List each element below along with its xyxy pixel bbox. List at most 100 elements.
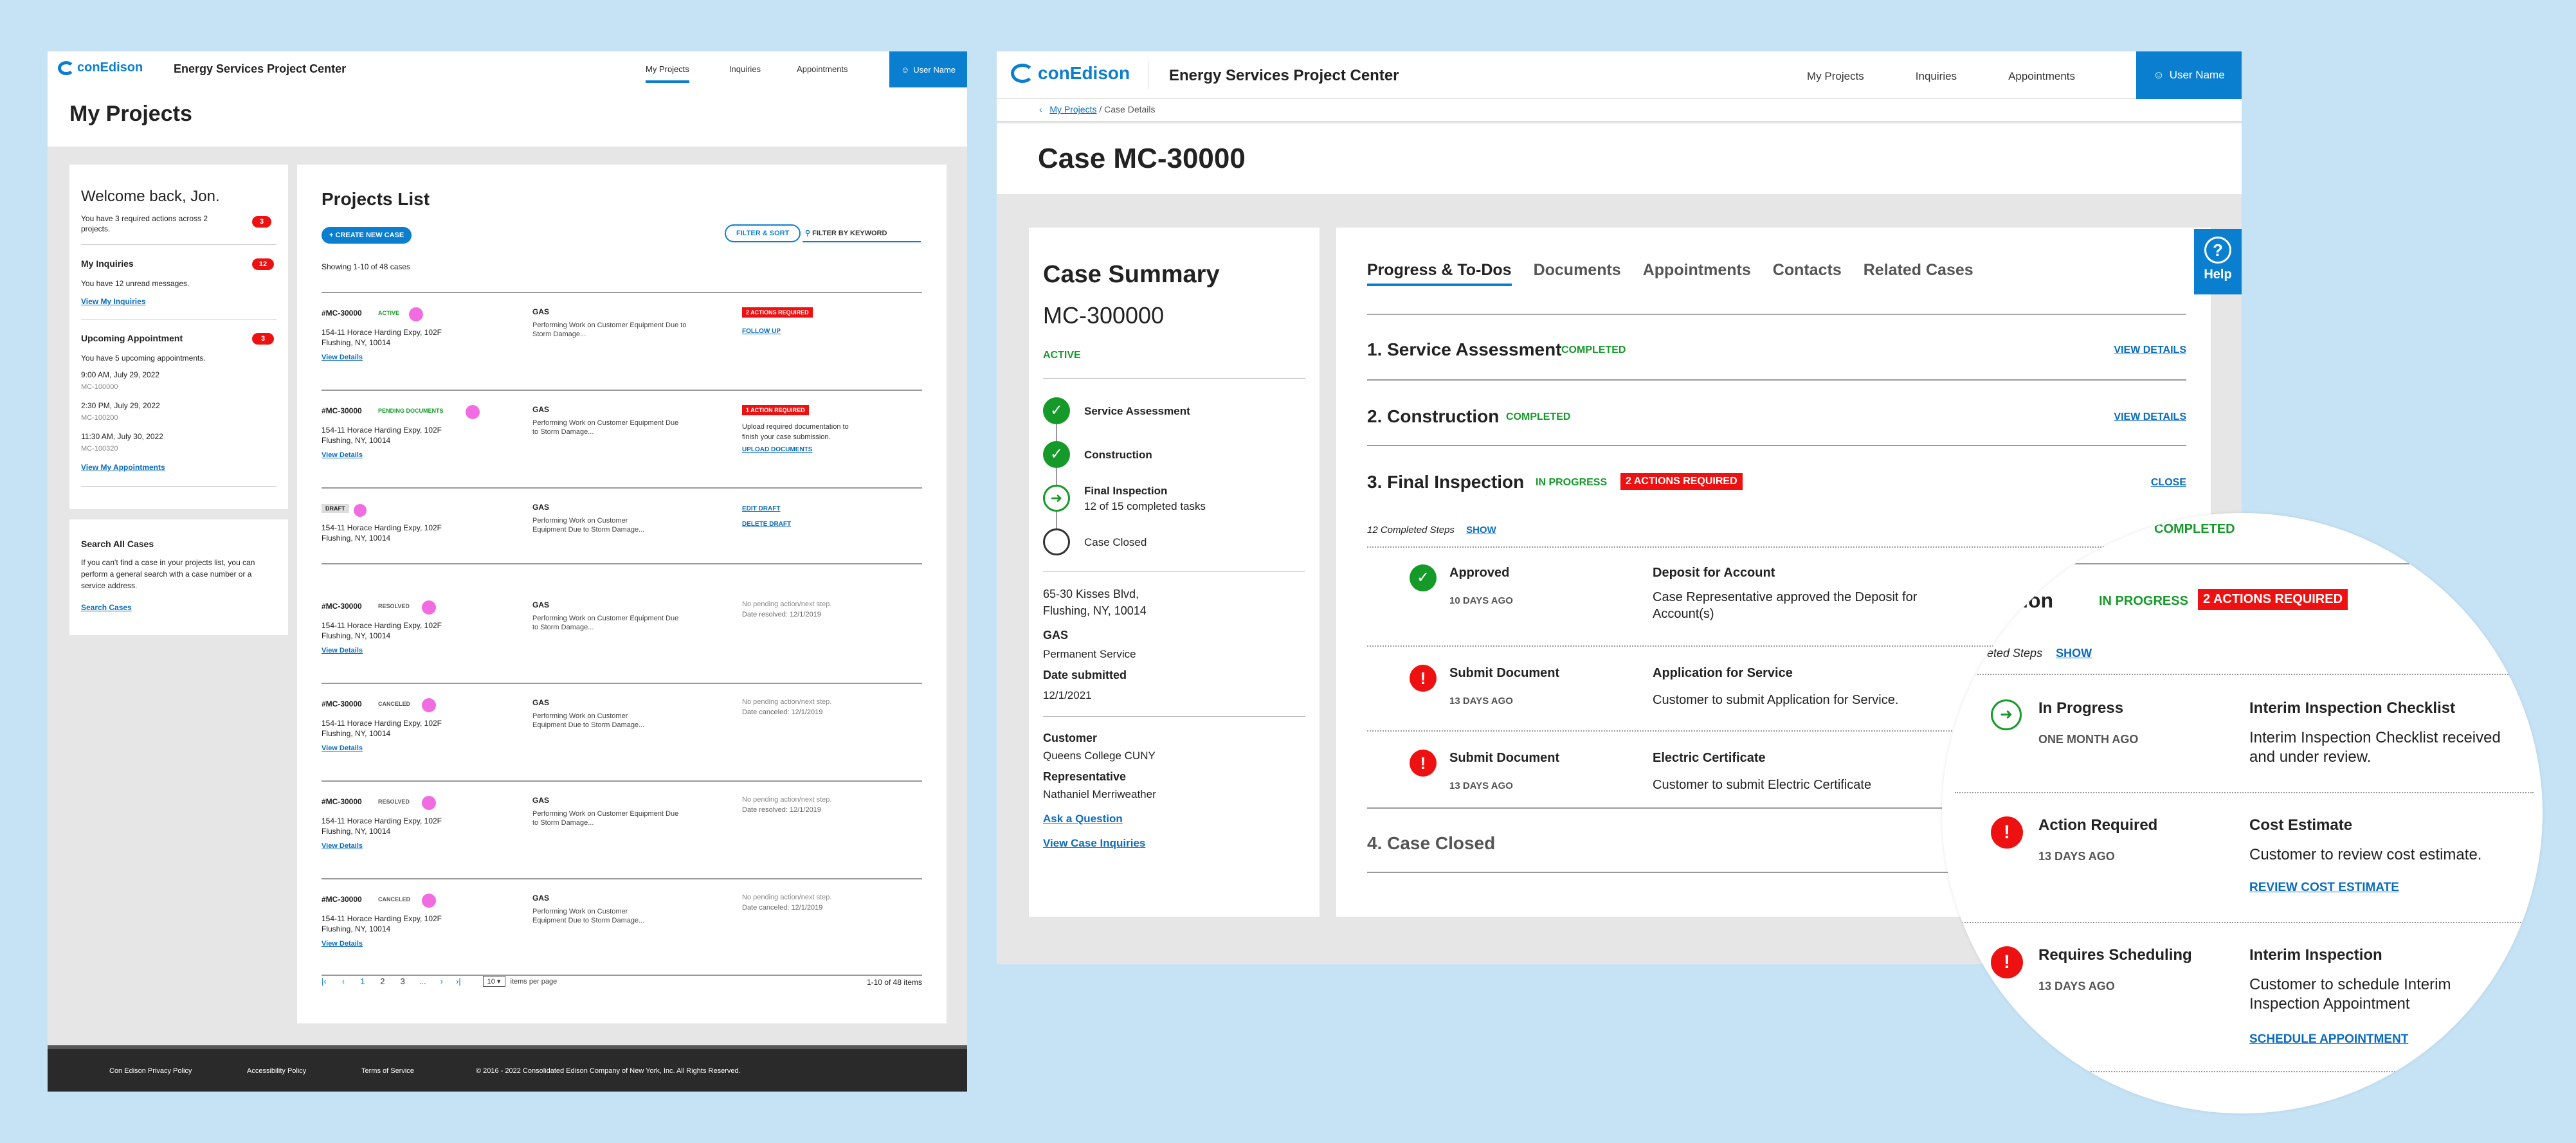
table-row: #MC-30000 PENDING DOCUMENTS 154-11 Horace … xyxy=(322,391,922,489)
tab-contacts[interactable]: Contacts xyxy=(1772,261,1842,279)
page-1[interactable]: 1 xyxy=(360,977,365,986)
keyword-filter-input[interactable]: ⚲ FILTER BY KEYWORD xyxy=(803,226,921,242)
row-action-link[interactable]: FOLLOW UP xyxy=(742,328,781,335)
tab-progress[interactable]: Progress & To-Dos xyxy=(1367,261,1512,286)
conedison-logo[interactable]: conEdison xyxy=(1011,63,1130,84)
nav-my-projects[interactable]: My Projects xyxy=(1807,70,1864,82)
date-value: 12/1/2021 xyxy=(1043,689,1092,701)
zoom-item-desc: Interim Inspection Checklist received xyxy=(2249,729,2501,746)
view-details-link[interactable]: View Details xyxy=(322,451,363,459)
per-page-select[interactable]: 10 ▾ xyxy=(482,976,505,987)
filter-sort-button[interactable]: FILTER & SORT xyxy=(725,224,801,242)
row-action-link[interactable]: EDIT DRAFT xyxy=(742,505,781,512)
view-case-inquiries-link[interactable]: View Case Inquiries xyxy=(1043,837,1146,849)
prev-page-icon[interactable]: ‹ xyxy=(341,977,345,986)
next-page-icon[interactable]: › xyxy=(440,977,443,986)
summary-title: Case Summary xyxy=(1043,261,1220,288)
schedule-appointment-link[interactable]: SCHEDULE APPOINTMENT xyxy=(2249,1032,2409,1046)
page-title: My Projects xyxy=(69,102,192,126)
ask-question-link[interactable]: Ask a Question xyxy=(1043,813,1123,825)
view-inquiries-link[interactable]: View My Inquiries xyxy=(81,297,146,306)
first-page-icon[interactable]: |‹ xyxy=(322,977,327,986)
service-desc: Equipment Due to Storm Damage... xyxy=(532,917,645,924)
accessibility-link[interactable]: Accessibility Policy xyxy=(247,1067,307,1075)
tab-appointments[interactable]: Appointments xyxy=(1642,261,1751,279)
app-title: Energy Services Project Center xyxy=(1169,67,1399,84)
item-state: Submit Document xyxy=(1449,751,1560,765)
status-badge: CANCELED xyxy=(378,896,411,903)
review-cost-estimate-link[interactable]: REVIEW COST ESTIMATE xyxy=(2249,881,2399,894)
zoom-item-ago: ONE MONTH AGO xyxy=(2038,733,2139,746)
appt-id: MC-100000 xyxy=(81,383,118,391)
view-details-link[interactable]: View Details xyxy=(322,744,363,752)
nav-my-projects[interactable]: My Projects xyxy=(646,64,689,83)
row-action-link[interactable]: DELETE DRAFT xyxy=(742,521,792,528)
appt-time: 11:30 AM, July 30, 2022 xyxy=(81,432,163,441)
gas-label: GAS xyxy=(1043,629,1069,642)
table-row: #MC-30000 ACTIVE 154-11 Horace Harding Exp… xyxy=(322,293,922,391)
status-badge: PENDING DOCUMENTS xyxy=(378,408,444,414)
help-label: Help xyxy=(2204,267,2232,282)
terms-link[interactable]: Terms of Service xyxy=(361,1067,414,1075)
case-title: Case MC-30000 xyxy=(1038,143,1246,174)
zoom-show-link[interactable]: SHOW xyxy=(2056,647,2092,660)
view-appointments-link[interactable]: View My Appointments xyxy=(81,463,165,472)
back-chevron-icon[interactable]: ‹ xyxy=(1039,104,1048,114)
zoom-dotted-rule xyxy=(1955,1071,2534,1072)
customer-label: Customer xyxy=(1043,732,1098,744)
page-2[interactable]: 2 xyxy=(380,977,385,986)
divider xyxy=(81,486,277,487)
alert-icon: ! xyxy=(1410,665,1437,692)
address-line: Flushing, NY, 10014 xyxy=(322,534,391,543)
nav-appointments[interactable]: Appointments xyxy=(797,64,848,74)
row-action-link[interactable]: UPLOAD DOCUMENTS xyxy=(742,446,813,453)
nav-appointments[interactable]: Appointments xyxy=(2008,70,2076,82)
rep-label: Representative xyxy=(1043,770,1127,783)
conedison-logo[interactable]: conEdison xyxy=(58,60,143,75)
service-desc: Equipment Due to Storm Damage... xyxy=(532,721,645,729)
zoom-item-desc: Customer to review cost estimate. xyxy=(2249,846,2482,863)
privacy-link[interactable]: Con Edison Privacy Policy xyxy=(109,1067,192,1075)
top-nav: My Projects Inquiries Appointments xyxy=(646,64,848,83)
gas-value: Permanent Service xyxy=(1043,648,1136,660)
close-section-link[interactable]: CLOSE xyxy=(2150,477,2186,488)
tab-related-cases[interactable]: Related Cases xyxy=(1863,261,1973,279)
zoom-completed: COMPLETED xyxy=(2154,522,2235,536)
next-step-note: finish your case submission. xyxy=(742,433,831,441)
item-title: Application for Service xyxy=(1653,666,1793,680)
help-button[interactable]: ? Help xyxy=(2194,229,2242,294)
next-step-note: Date resolved: 12/1/2019 xyxy=(742,611,821,618)
item-state: Approved xyxy=(1449,566,1510,580)
next-step-note: No pending action/next step. xyxy=(742,796,832,804)
pagination: |‹ ‹ 1 2 3 ... › ›| 10 ▾ items per page xyxy=(322,976,557,987)
status-dot xyxy=(409,307,423,321)
page-3[interactable]: 3 xyxy=(400,977,405,986)
view-details-link[interactable]: View Details xyxy=(322,842,363,850)
view-details-link[interactable]: VIEW DETAILS xyxy=(2114,411,2186,422)
case-title-band: Case MC-30000 xyxy=(997,123,2242,194)
status-dot xyxy=(422,796,436,810)
show-steps-link[interactable]: SHOW xyxy=(1466,525,1496,536)
zoom-dotted-rule xyxy=(1955,674,2534,675)
search-cases-link[interactable]: Search Cases xyxy=(81,603,132,612)
service-desc: Performing Work on Customer Equipment Du… xyxy=(532,419,679,427)
view-details-link[interactable]: VIEW DETAILS xyxy=(2114,345,2186,356)
tab-documents[interactable]: Documents xyxy=(1533,261,1621,279)
view-details-link[interactable]: View Details xyxy=(322,647,363,654)
breadcrumb-my-projects[interactable]: My Projects xyxy=(1049,104,1097,114)
address-line: Flushing, NY, 10014 xyxy=(322,436,391,445)
view-details-link[interactable]: View Details xyxy=(322,354,363,361)
last-page-icon[interactable]: ›| xyxy=(455,977,461,986)
table-row: #MC-30000 CANCELED 154-11 Horace Harding E… xyxy=(322,684,922,782)
completed-steps-text: 12 Completed Steps xyxy=(1367,525,1455,536)
search-icon: ⚲ xyxy=(805,230,811,237)
status-badge: DRAFT xyxy=(322,504,349,513)
nav-inquiries[interactable]: Inquiries xyxy=(729,64,761,74)
nav-inquiries[interactable]: Inquiries xyxy=(1915,70,1957,82)
view-details-link[interactable]: View Details xyxy=(322,940,363,948)
user-menu-button[interactable]: ☺ User Name xyxy=(2136,51,2242,99)
summary-case-id: MC-300000 xyxy=(1043,302,1165,328)
user-menu-button[interactable]: ☺ User Name xyxy=(889,51,967,87)
create-case-button[interactable]: + CREATE NEW CASE xyxy=(322,227,412,244)
appointment-text: You have 5 upcoming appointments. xyxy=(81,354,206,363)
